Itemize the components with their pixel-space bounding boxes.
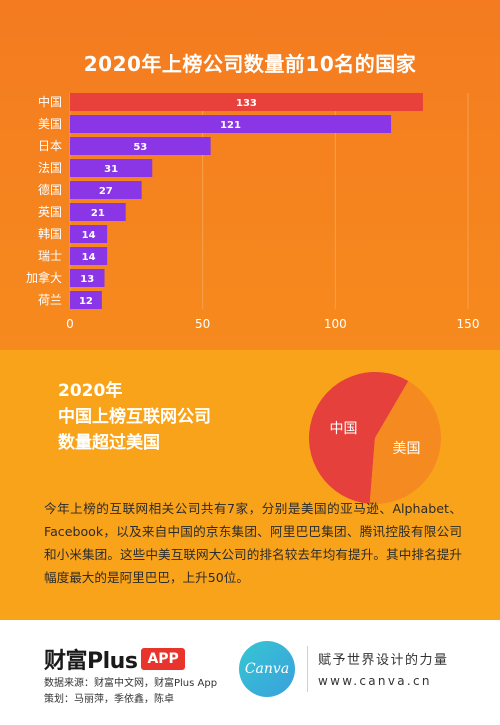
bar-value-label: 13 — [80, 274, 94, 285]
x-tick-label: 100 — [324, 317, 347, 331]
headline-line-1: 2020年 — [58, 381, 123, 401]
slogan: 赋予世界设计的力量 — [318, 653, 449, 668]
x-tick-label: 50 — [195, 317, 210, 331]
bar-value-label: 53 — [133, 142, 147, 153]
bar-value-label: 31 — [104, 164, 118, 175]
pie-slice-label: 美国 — [392, 441, 420, 457]
planner-credit: 策划：马丽萍，季依鑫，陈卓 — [44, 694, 174, 705]
bar — [70, 93, 423, 111]
x-tick-label: 150 — [457, 317, 480, 331]
canva-logo-icon: Canva — [239, 641, 295, 697]
headline-line-2: 中国上榜互联网公司 — [58, 407, 211, 427]
pie-slice — [369, 381, 441, 504]
brand-name: 财富Plus — [44, 649, 138, 674]
category-label: 瑞士 — [38, 249, 62, 263]
bar — [70, 225, 108, 243]
bar-value-label: 21 — [91, 208, 105, 219]
body-paragraph: 今年上榜的互联网相关公司共有7家，分别是美国的亚马逊、Alphabet、Face… — [44, 501, 462, 585]
headline: 2020年 中国上榜互联网公司 数量超过美国 — [58, 378, 211, 456]
category-label: 英国 — [38, 205, 62, 219]
canva-logo-text: Canva — [244, 661, 290, 677]
bar-value-label: 12 — [79, 296, 93, 307]
bar-value-label: 133 — [236, 98, 257, 109]
bar-value-label: 27 — [99, 186, 113, 197]
bar — [70, 115, 392, 133]
bar-value-label: 121 — [220, 120, 241, 131]
chart-title: 2020年上榜公司数量前10名的国家 — [83, 52, 417, 76]
brand-logo: 财富Plus APP — [44, 644, 185, 674]
data-source: 数据来源：财富中文网，财富Plus App — [44, 678, 218, 689]
x-tick-label: 0 — [66, 317, 74, 331]
bar — [70, 181, 142, 199]
category-label: 韩国 — [38, 226, 62, 241]
pie-slice-label: 中国 — [330, 421, 358, 437]
category-label: 中国 — [38, 94, 62, 109]
bar-value-label: 14 — [82, 230, 96, 241]
bar — [70, 291, 102, 309]
bar-chart: 0 50 100 150 中国 133 美国 121 日本 53 法国 31 德国 27 英国 21 韩国 14 瑞… — [26, 93, 480, 331]
footer-divider — [307, 646, 308, 692]
category-label: 美国 — [38, 117, 62, 131]
headline-line-3: 数量超过美国 — [58, 433, 160, 453]
pie-slice — [309, 372, 409, 504]
category-label: 荷兰 — [38, 293, 62, 307]
category-label: 加拿大 — [26, 270, 62, 285]
bar — [70, 137, 211, 155]
bar — [70, 159, 153, 177]
category-label: 德国 — [38, 182, 62, 197]
bar — [70, 247, 108, 265]
bar-value-label: 14 — [82, 252, 96, 263]
brand-app-badge: APP — [141, 648, 185, 670]
credits: 数据来源：财富中文网，财富Plus App 策划：马丽萍，季依鑫，陈卓 — [44, 676, 217, 708]
website-url: www.canva.cn — [318, 674, 432, 688]
bar — [70, 203, 126, 221]
category-label: 日本 — [38, 139, 62, 153]
category-label: 法国 — [38, 161, 62, 175]
bar — [70, 269, 105, 287]
